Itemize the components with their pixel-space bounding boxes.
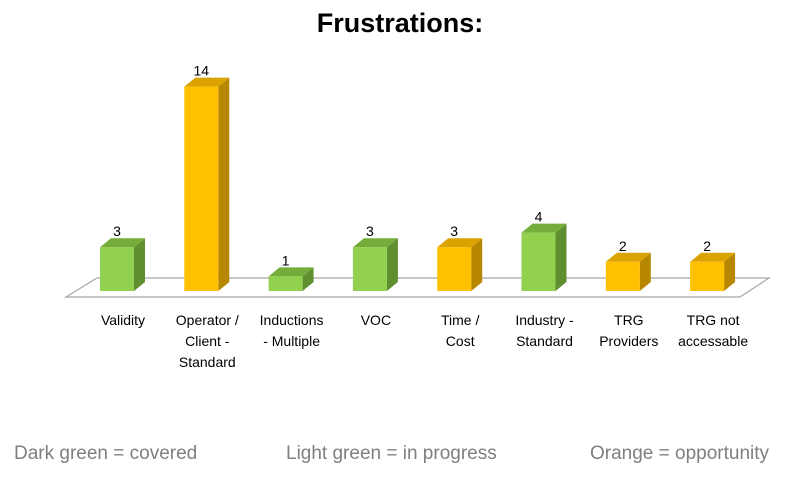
bar-top: [605, 252, 651, 262]
category-label-line: Time /: [441, 312, 479, 328]
bar-front: [268, 276, 303, 291]
bar-front: [352, 247, 387, 291]
category-label-line: Industry -: [515, 312, 574, 328]
category-label: TRG not accessable: [678, 312, 748, 349]
category-label-line: TRG: [614, 312, 644, 328]
category-label-line: Cost: [446, 333, 475, 349]
category-label-line: Inductions: [260, 312, 324, 328]
legend-orange: Orange = opportunity: [590, 443, 770, 464]
bar: [184, 77, 230, 291]
category-label: Validity: [101, 312, 145, 328]
category-label: Operator / Client - Standard: [176, 312, 239, 370]
legend-dark-green: Dark green = covered: [14, 443, 198, 464]
bar-side: [386, 238, 398, 291]
category-label-line: - Multiple: [263, 333, 320, 349]
bar: [521, 223, 567, 291]
bar-front: [521, 232, 556, 291]
category-label: TRG Providers: [599, 312, 658, 349]
bar: [268, 267, 314, 291]
category-label-line: Operator /: [176, 312, 239, 328]
bar: [605, 252, 651, 291]
bar-top: [690, 252, 736, 262]
category-label-line: Validity: [101, 312, 145, 328]
data-label: 1: [282, 252, 290, 268]
bar-top: [352, 238, 398, 248]
bar-top: [268, 267, 314, 277]
bar-top: [437, 238, 483, 248]
legend-light-green: Light green = in progress: [286, 443, 497, 464]
category-label-line: VOC: [361, 312, 391, 328]
category-label: VOC: [361, 312, 391, 328]
category-label-line: Standard: [516, 333, 573, 349]
category-label: Inductions - Multiple: [260, 312, 324, 349]
bar: [437, 238, 483, 291]
bar-front: [437, 247, 472, 291]
data-label: 2: [619, 238, 627, 254]
chart-floor: [63, 277, 772, 298]
data-label: 3: [450, 223, 458, 239]
bar-side: [134, 238, 145, 291]
bar-front: [605, 261, 640, 291]
bars-group: [100, 77, 736, 291]
bar-front: [690, 261, 725, 291]
bar: [352, 238, 398, 291]
bar-side: [724, 252, 736, 291]
category-label: Industry - Standard: [515, 312, 574, 349]
data-label: 2: [703, 238, 711, 254]
bar-side: [555, 223, 567, 291]
bar-side: [639, 252, 651, 291]
bar-side: [471, 238, 483, 291]
data-label: 4: [535, 209, 543, 225]
category-labels-group: Validity Operator / Client - Standard Induct…: [101, 312, 748, 370]
bar: [100, 238, 145, 291]
data-labels-group: 3 14 1 3 3 4 2 2: [113, 63, 711, 269]
bar-side: [302, 267, 314, 291]
bar-top: [521, 223, 567, 233]
bar: [690, 252, 736, 291]
bar-top: [100, 238, 145, 248]
category-label-line: TRG not: [687, 312, 740, 328]
category-label-line: Client -: [185, 333, 230, 349]
data-label: 3: [113, 223, 121, 239]
bar-front: [184, 86, 219, 291]
data-label: 3: [366, 223, 374, 239]
bar-front: [100, 247, 134, 291]
bar-side: [218, 77, 230, 291]
chart-title: Frustrations:: [316, 8, 484, 38]
category-label-line: accessable: [678, 333, 748, 349]
bar-top: [184, 77, 230, 87]
data-label: 14: [194, 63, 210, 79]
category-label-line: Standard: [179, 354, 236, 370]
category-label-line: Providers: [599, 333, 658, 349]
category-label: Time / Cost: [441, 312, 479, 349]
